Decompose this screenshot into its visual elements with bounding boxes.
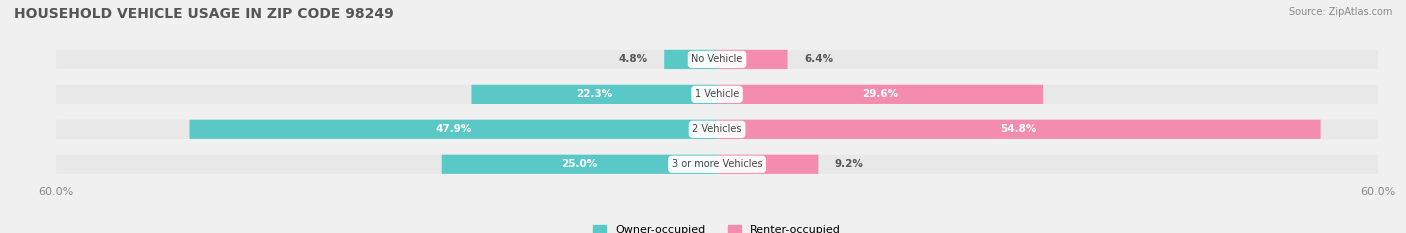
Text: 6.4%: 6.4% [804,55,834,64]
FancyBboxPatch shape [471,85,717,104]
Text: 1 Vehicle: 1 Vehicle [695,89,740,99]
FancyBboxPatch shape [56,155,1378,174]
Legend: Owner-occupied, Renter-occupied: Owner-occupied, Renter-occupied [589,220,845,233]
Text: 3 or more Vehicles: 3 or more Vehicles [672,159,762,169]
FancyBboxPatch shape [190,120,717,139]
FancyBboxPatch shape [717,50,787,69]
Text: 22.3%: 22.3% [576,89,613,99]
FancyBboxPatch shape [664,50,717,69]
FancyBboxPatch shape [56,85,1378,104]
Text: 9.2%: 9.2% [835,159,863,169]
Text: 25.0%: 25.0% [561,159,598,169]
FancyBboxPatch shape [717,85,1043,104]
Text: 47.9%: 47.9% [434,124,471,134]
FancyBboxPatch shape [441,155,717,174]
Text: 54.8%: 54.8% [1001,124,1038,134]
Text: HOUSEHOLD VEHICLE USAGE IN ZIP CODE 98249: HOUSEHOLD VEHICLE USAGE IN ZIP CODE 9824… [14,7,394,21]
FancyBboxPatch shape [56,50,1378,69]
FancyBboxPatch shape [717,155,818,174]
Text: 29.6%: 29.6% [862,89,898,99]
FancyBboxPatch shape [56,120,1378,139]
Text: Source: ZipAtlas.com: Source: ZipAtlas.com [1288,7,1392,17]
Text: 2 Vehicles: 2 Vehicles [692,124,742,134]
FancyBboxPatch shape [717,120,1320,139]
Text: No Vehicle: No Vehicle [692,55,742,64]
Text: 4.8%: 4.8% [619,55,648,64]
